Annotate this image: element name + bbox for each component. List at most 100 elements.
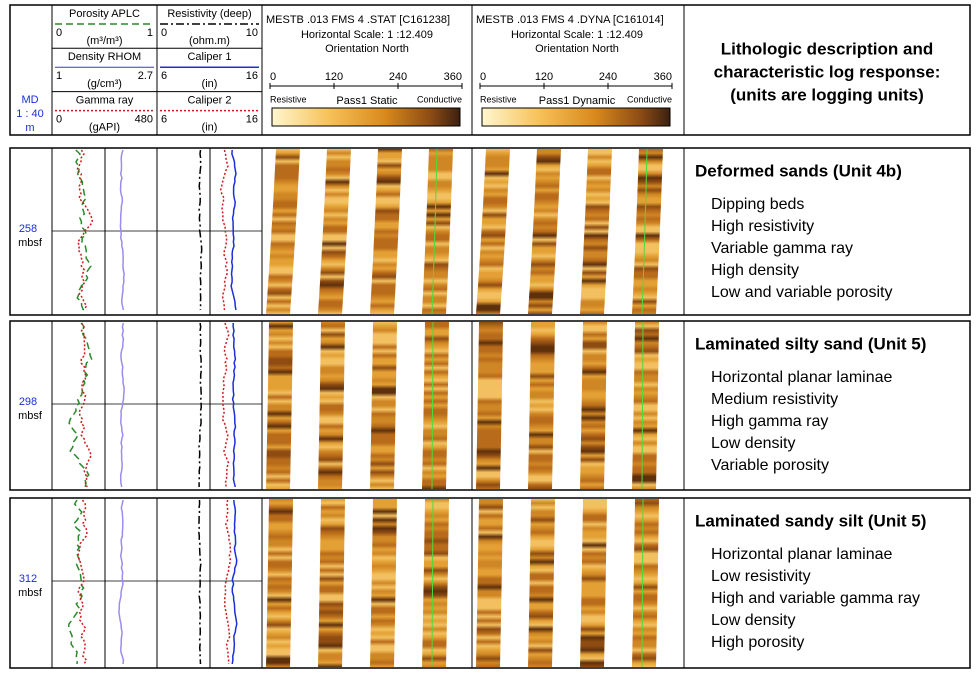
azimuth-tick: 360	[654, 71, 672, 83]
fms-strip	[370, 322, 397, 489]
log-curve	[231, 323, 237, 488]
image-title: MESTB .013 FMS 4 .DYNA [C161014]	[476, 14, 664, 26]
azimuth-tick: 240	[389, 71, 407, 83]
panel-box	[9, 497, 971, 669]
orientation-line	[641, 498, 644, 668]
panel-line: Low density	[711, 612, 796, 629]
log-curve	[119, 149, 125, 311]
panel-line: High and variable gamma ray	[711, 590, 920, 607]
fms-strip	[476, 499, 503, 667]
panel-line: High resistivity	[711, 218, 814, 235]
description-header: (units are logging units)	[730, 85, 924, 104]
colorbar-right: Conductive	[627, 94, 672, 104]
fms-strip	[528, 322, 555, 489]
depth-unit: mbsf	[18, 410, 43, 422]
panel-title: Laminated silty sand (Unit 5)	[695, 334, 926, 353]
curve-min: 6	[161, 114, 167, 126]
azimuth-tick: 0	[480, 71, 486, 83]
curve-name: Caliper 1	[187, 51, 231, 63]
fms-strip	[370, 149, 402, 314]
curve-name: Density RHOM	[68, 51, 141, 63]
azimuth-tick: 240	[599, 71, 617, 83]
fms-strip	[580, 499, 607, 667]
fms-strip	[528, 499, 555, 667]
curve-name: Caliper 2	[187, 95, 231, 107]
colorbar-name: Pass1 Static	[336, 95, 398, 107]
log-curve	[118, 499, 125, 665]
panel-line: High density	[711, 262, 799, 279]
panel-line: Horizontal planar laminae	[711, 369, 893, 386]
colorbar	[271, 107, 461, 127]
log-curve	[198, 322, 203, 487]
depth-unit: mbsf	[18, 587, 43, 599]
description-header: characteristic log response:	[714, 62, 941, 81]
log-curve	[198, 149, 203, 311]
panel-line: Low resistivity	[711, 568, 811, 585]
depth-header: m	[25, 122, 34, 134]
panel-title: Laminated sandy silt (Unit 5)	[695, 511, 926, 530]
log-curve	[67, 499, 85, 665]
fms-strip	[422, 149, 453, 314]
header-box	[9, 4, 971, 136]
depth-header: 1 : 40	[16, 108, 44, 120]
curve-unit: (m³/m³)	[86, 35, 122, 47]
log-curve	[78, 322, 93, 488]
curve-unit: (in)	[202, 122, 218, 134]
azimuth-tick: 360	[444, 71, 462, 83]
log-curve	[230, 149, 237, 311]
log-curve	[221, 322, 230, 488]
azimuth-tick: 120	[325, 71, 343, 83]
log-curve	[68, 322, 93, 488]
depth-header: MD	[21, 94, 38, 106]
fms-strip	[580, 149, 612, 314]
orientation-line	[431, 321, 434, 490]
image-orientation: Orientation North	[535, 43, 619, 55]
depth-unit: mbsf	[18, 237, 43, 249]
fms-strip	[266, 149, 300, 314]
fms-strip	[632, 499, 659, 667]
colorbar-right: Conductive	[417, 94, 462, 104]
panel-line: High gamma ray	[711, 413, 828, 430]
panel-line: Variable porosity	[711, 457, 829, 474]
image-orientation: Orientation North	[325, 43, 409, 55]
image-title: MESTB .013 FMS 4 .STAT [C161238]	[266, 14, 450, 26]
fms-strip	[422, 322, 449, 489]
fms-strip	[266, 499, 293, 667]
orientation-line	[641, 148, 648, 315]
colorbar-left: Resistive	[270, 94, 307, 104]
curve-unit: (gAPI)	[89, 122, 120, 134]
curve-min: 6	[161, 70, 167, 82]
image-scale: Horizontal Scale: 1 :12.409	[511, 29, 643, 41]
curve-unit: (g/cm³)	[87, 78, 122, 90]
curve-unit: (in)	[202, 78, 218, 90]
fms-strip	[632, 149, 663, 314]
colorbar	[481, 107, 671, 127]
log-curve	[75, 149, 94, 311]
fms-strip	[580, 322, 607, 489]
azimuth-tick: 0	[270, 71, 276, 83]
panel-line: Dipping beds	[711, 196, 804, 213]
curve-max: 2.7	[138, 70, 153, 82]
log-curve	[198, 499, 202, 665]
colorbar-left: Resistive	[480, 94, 517, 104]
panel-box	[9, 147, 971, 316]
panel-line: High porosity	[711, 634, 804, 651]
log-curve	[223, 499, 232, 664]
azimuth-tick: 120	[535, 71, 553, 83]
fms-strip	[318, 499, 345, 667]
orientation-line	[431, 498, 434, 668]
curve-unit: (ohm.m)	[189, 35, 230, 47]
fms-strip	[370, 499, 397, 667]
curve-name: Gamma ray	[76, 95, 134, 107]
fms-strip	[528, 149, 561, 314]
curve-name: Resistivity (deep)	[167, 8, 251, 20]
depth-label: 258	[19, 223, 37, 235]
colorbar-name: Pass1 Dynamic	[539, 95, 616, 107]
curve-min: 0	[56, 27, 62, 39]
panel-title: Deformed sands (Unit 4b)	[695, 161, 902, 180]
panel-line: Low density	[711, 435, 796, 452]
curve-max: 1	[147, 27, 153, 39]
panel-line: Variable gamma ray	[711, 240, 853, 257]
curve-min: 1	[56, 70, 62, 82]
